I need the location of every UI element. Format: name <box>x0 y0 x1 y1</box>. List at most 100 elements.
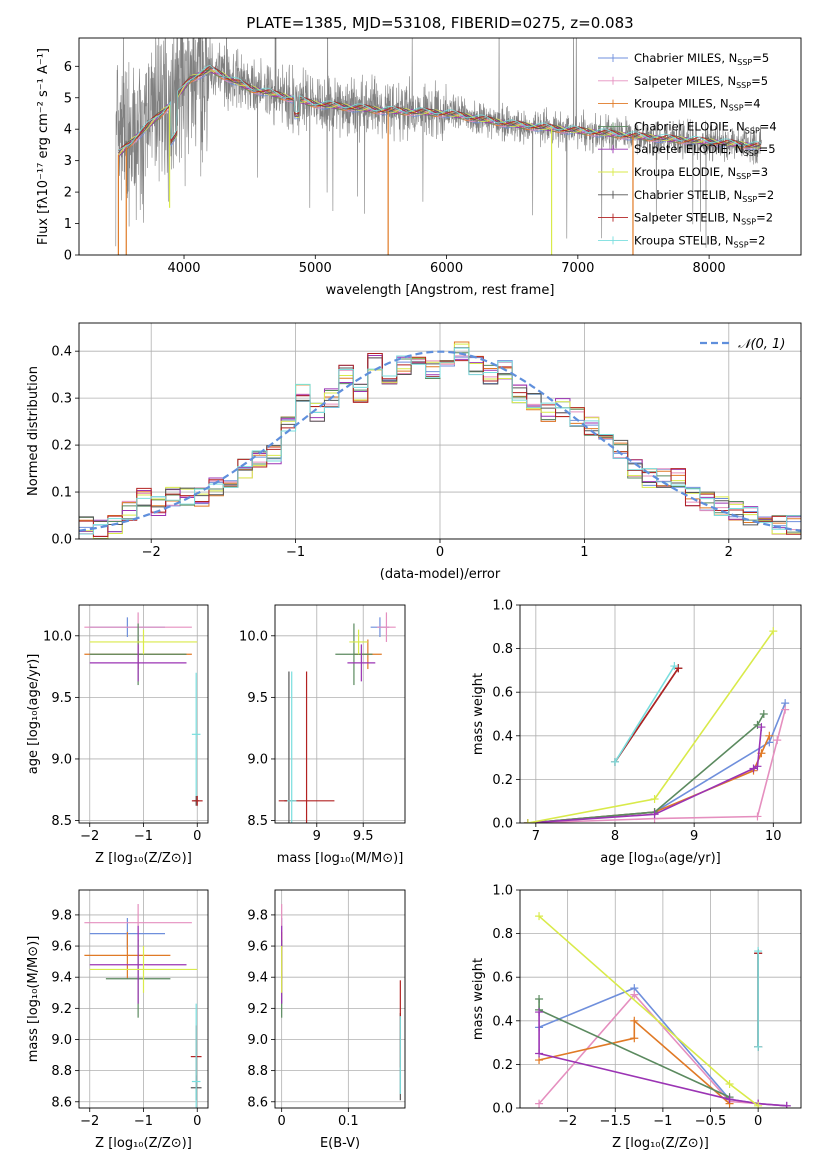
weight-series-line <box>614 665 676 763</box>
y-axis-label: age [log₁₀(age/yr)] <box>26 654 41 775</box>
plot-area <box>520 605 801 823</box>
legend-label: Kroupa ELODIE, NSSP=3 <box>634 165 768 181</box>
panel-age_vs_mass: 9 9.5 8.5 9.0 9.5 10.0 mass [log₁₀(M/M⊙)] <box>239 604 406 866</box>
legend-label: Salpeter STELIB, NSSP=2 <box>634 211 773 227</box>
y-tick-label: 9.6 <box>51 940 72 955</box>
legend-nssp: 4 <box>753 97 760 111</box>
y-tick-label: 8.8 <box>247 1064 268 1079</box>
weight-point-marker <box>535 912 544 921</box>
y-tick-label: 0.0 <box>492 1102 513 1117</box>
x-tick-label: 0 <box>436 545 444 560</box>
weight-series-line <box>527 727 763 823</box>
x-tick-label: −2 <box>80 1114 99 1129</box>
x-axis-label: wavelength [Angstrom, rest frame] <box>326 283 555 298</box>
weight-point-marker <box>725 1095 734 1104</box>
x-tick-label: −0.5 <box>695 1114 727 1129</box>
legend-run-name: Salpeter MILES <box>634 74 720 88</box>
y-tick-label: 2 <box>64 186 72 201</box>
weight-point-marker <box>650 795 659 804</box>
x-tick-label: −2 <box>80 829 99 844</box>
spectrum-model-line <box>118 68 762 154</box>
x-tick-label: 8000 <box>693 261 726 276</box>
legend-gaussian-label: 𝒩(0, 1) <box>738 337 785 352</box>
y-axis-label: mass weight <box>471 958 486 1040</box>
y-axis-label: Normed distribution <box>26 366 41 496</box>
x-tick-label: 4000 <box>167 261 200 276</box>
y-tick-label: 0.6 <box>492 686 513 701</box>
legend-nssp: 5 <box>762 51 769 65</box>
x-tick-label: −2 <box>558 1114 577 1129</box>
y-tick-label: 0.4 <box>492 1014 513 1029</box>
y-tick-label: 3 <box>64 154 72 169</box>
weight-series-line <box>527 709 786 823</box>
spectrum-model-line <box>118 65 762 151</box>
y-axis-label: mass weight <box>471 673 486 755</box>
legend-run-name: Chabrier STELIB <box>634 188 726 202</box>
x-axis-label: Z [log₁₀(Z/Z⊙)] <box>95 851 192 866</box>
x-tick-label: −2 <box>142 545 161 560</box>
x-tick-label: −1 <box>134 1114 153 1129</box>
weight-point-marker <box>773 736 782 745</box>
legend-run-name: Salpeter STELIB <box>634 211 725 225</box>
weight-point-marker <box>535 995 544 1003</box>
y-tick-label: 9.6 <box>247 940 268 955</box>
x-tick-label: 0 <box>278 1114 286 1129</box>
legend-label: Salpeter MILES, NSSP=5 <box>634 74 768 90</box>
weight-point-marker <box>523 819 532 823</box>
x-tick-label: 0.1 <box>338 1114 359 1129</box>
y-tick-label: 0.4 <box>492 729 513 744</box>
y-tick-label: 1.0 <box>492 599 513 614</box>
histogram-step <box>79 347 801 535</box>
x-tick-label: −1.5 <box>599 1114 631 1129</box>
y-tick-label: 0.1 <box>51 486 72 501</box>
spectrum-model-line <box>118 70 762 157</box>
y-tick-label: 0.3 <box>51 392 72 407</box>
legend-nssp: 2 <box>767 188 774 202</box>
x-axis-label: age [log₁₀(age/yr)] <box>600 851 721 866</box>
weight-point-marker <box>610 757 619 766</box>
y-tick-label: 9.0 <box>247 1033 268 1048</box>
x-tick-label: −1 <box>653 1114 672 1129</box>
x-tick-label: 0 <box>193 829 201 844</box>
legend-nssp: 5 <box>768 142 775 156</box>
x-tick-label: 2 <box>725 545 733 560</box>
plot-area <box>79 890 208 1108</box>
plot-area <box>520 890 801 1108</box>
y-tick-label: 9.0 <box>51 752 72 767</box>
legend-run-name: Chabrier MILES <box>634 51 721 65</box>
x-tick-label: −1 <box>134 829 153 844</box>
x-axis-label: Z [log₁₀(Z/Z⊙)] <box>612 1136 709 1151</box>
y-tick-label: 0.0 <box>492 817 513 832</box>
legend-run-name: Kroupa ELODIE <box>634 165 720 179</box>
y-tick-label: 8.8 <box>51 1064 72 1079</box>
y-tick-label: 8.5 <box>247 814 268 829</box>
y-tick-label: 4 <box>64 123 72 138</box>
x-tick-label: 7000 <box>561 261 594 276</box>
x-axis-label: (data-model)/error <box>380 567 501 582</box>
x-tick-label: 9.5 <box>353 829 374 844</box>
panel-mass_vs_ebv: 0 0.1 8.6 8.8 9.0 9.2 9.4 9.6 9.8 E(B-V) <box>247 889 406 1151</box>
weight-point-marker <box>753 762 762 771</box>
x-tick-label: 1 <box>580 545 588 560</box>
weight-point-marker <box>781 705 790 714</box>
y-tick-label: 9.0 <box>247 752 268 767</box>
y-tick-label: 1.0 <box>492 884 513 899</box>
y-tick-label: 0.6 <box>492 971 513 986</box>
y-tick-label: 10.0 <box>43 629 72 644</box>
weight-point-marker <box>765 731 774 740</box>
gaussian-curve <box>79 350 801 532</box>
legend-label: Chabrier STELIB, NSSP=2 <box>634 188 774 204</box>
y-tick-label: 0.4 <box>51 345 72 360</box>
weight-series-line <box>527 702 786 823</box>
legend-nssp: 2 <box>758 233 765 247</box>
y-tick-label: 8.6 <box>247 1095 268 1110</box>
figure-title: PLATE=1385, MJD=53108, FIBERID=0275, z=0… <box>246 14 633 32</box>
legend-run-name: Chabrier ELODIE <box>634 119 729 133</box>
y-tick-label: 9.5 <box>247 691 268 706</box>
legend-label: Kroupa MILES, NSSP=4 <box>634 97 761 113</box>
axes-frame <box>274 604 406 824</box>
legend-label: Chabrier ELODIE, NSSP=4 <box>634 119 777 135</box>
weight-point-marker <box>630 990 639 999</box>
